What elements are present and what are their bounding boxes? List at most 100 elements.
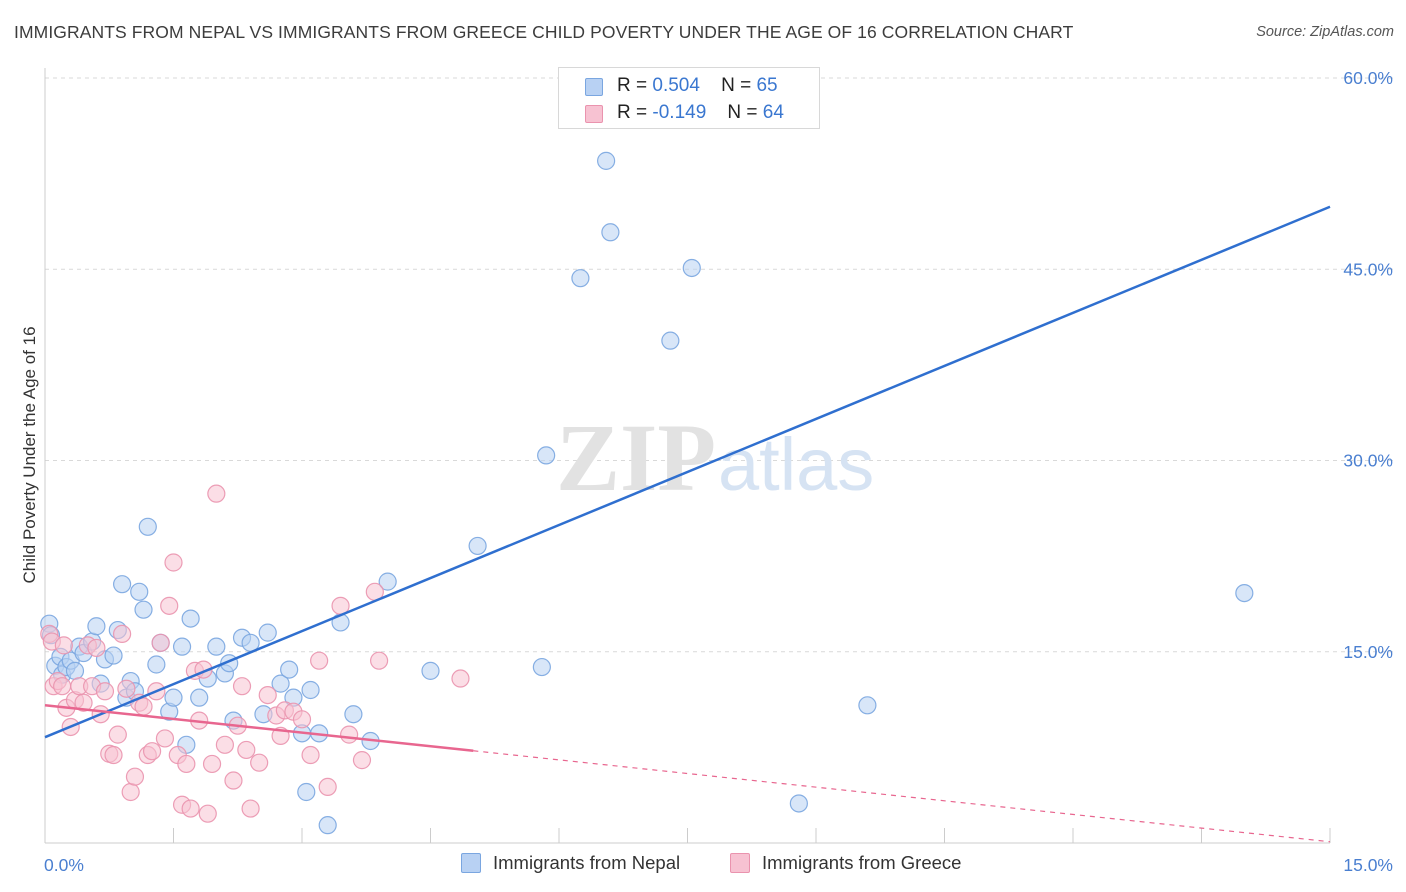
- nepal-point: [258, 623, 277, 642]
- nepal-point: [134, 600, 153, 619]
- tick-labels: 15.0% 30.0% 45.0% 60.0% 0.0% 15.0%: [44, 68, 1393, 875]
- nepal-point: [421, 661, 440, 680]
- greece-point: [224, 771, 243, 790]
- nepal-point: [65, 661, 85, 680]
- greece-point: [151, 633, 170, 652]
- greece-point: [142, 742, 162, 761]
- nepal-point: [344, 705, 363, 724]
- watermark-atlas: atlas: [718, 423, 874, 506]
- greece-point: [232, 677, 252, 696]
- y-tick-label: 60.0%: [1343, 68, 1393, 88]
- greece-point: [318, 777, 337, 797]
- zipatlas-watermark: ZIP atlas: [556, 404, 874, 511]
- greece-point: [340, 725, 359, 744]
- source-label: Source: ZipAtlas.com: [1256, 24, 1394, 40]
- greece-point: [202, 754, 222, 774]
- nepal-point: [280, 660, 299, 679]
- greece-n-label: N =: [727, 102, 758, 123]
- nepal-point: [318, 816, 337, 835]
- greece-point: [198, 804, 217, 823]
- greece-point: [160, 596, 179, 615]
- greece-point: [370, 651, 389, 670]
- nepal-point: [858, 696, 877, 715]
- correlation-legend: R = 0.504 N = 65 R = -0.149 N = 64: [558, 67, 820, 129]
- greece-point: [352, 751, 372, 770]
- greece-point: [258, 685, 277, 705]
- nepal-point: [271, 674, 290, 693]
- nepal-point: [104, 646, 123, 665]
- greece-point: [134, 697, 153, 716]
- nepal-point: [130, 582, 149, 601]
- nepal-point: [1235, 583, 1254, 603]
- y-tick-label: 15.0%: [1343, 642, 1393, 662]
- nepal-legend-label: Immigrants from Nepal: [493, 852, 681, 873]
- greece-point: [95, 682, 115, 701]
- axes: [44, 68, 1331, 844]
- greece-legend-label: Immigrants from Greece: [762, 852, 962, 873]
- nepal-point: [207, 637, 226, 656]
- greece-point: [117, 679, 136, 698]
- greece-point: [121, 782, 140, 802]
- greece-n-value: 64: [762, 102, 784, 123]
- greece-point: [451, 669, 470, 688]
- greece-point: [164, 553, 183, 572]
- nepal-n-value: 65: [756, 75, 778, 96]
- grid-lines: [45, 77, 1395, 653]
- nepal-point: [301, 680, 320, 700]
- greece-trend-line: [44, 704, 474, 753]
- nepal-point: [164, 688, 183, 707]
- nepal-point: [112, 575, 132, 594]
- nepal-r-value: 0.504: [652, 75, 700, 96]
- greece-point: [177, 754, 196, 774]
- greece-point: [108, 725, 127, 744]
- greece-point: [125, 767, 145, 786]
- nepal-point: [378, 572, 397, 591]
- greece-point: [215, 735, 234, 754]
- nepal-point: [532, 657, 551, 677]
- y-tick-label: 45.0%: [1343, 259, 1393, 279]
- trend-lines: [44, 205, 1331, 843]
- x-tick-label: 0.0%: [44, 855, 84, 875]
- chart-title: IMMIGRANTS FROM NEPAL VS IMMIGRANTS FROM…: [14, 22, 1074, 42]
- greece-point: [292, 710, 312, 729]
- y-tick-label: 30.0%: [1343, 451, 1393, 471]
- nepal-point: [87, 617, 106, 636]
- nepal-point: [537, 446, 556, 465]
- nepal-point: [789, 794, 808, 813]
- watermark-zip: ZIP: [556, 404, 716, 511]
- greece-point: [112, 624, 132, 644]
- nepal-point: [682, 258, 701, 278]
- nepal-point: [468, 536, 487, 556]
- nepal-point: [190, 688, 209, 707]
- greece-r-value: -0.149: [652, 102, 707, 123]
- greece-point: [54, 636, 73, 655]
- greece-point: [207, 484, 226, 503]
- greece-point: [155, 729, 175, 748]
- nepal-point: [181, 609, 200, 628]
- nepal-n-label: N =: [721, 75, 752, 96]
- nepal-point: [297, 782, 316, 802]
- greece-point: [181, 799, 200, 818]
- nepal-swatch: [585, 78, 603, 96]
- x-tick-label: 15.0%: [1343, 855, 1393, 875]
- greece-point: [301, 745, 320, 765]
- greece-point: [74, 693, 93, 712]
- nepal-point: [172, 637, 192, 656]
- nepal-legend-swatch: [461, 853, 481, 873]
- nepal-point: [147, 655, 166, 674]
- series-greece: [40, 484, 470, 823]
- greece-swatch: [585, 105, 603, 123]
- y-axis-label: Child Poverty Under the Age of 16: [20, 326, 39, 584]
- greece-point: [241, 799, 260, 818]
- nepal-trend-line: [44, 205, 1331, 739]
- greece-point: [250, 753, 269, 772]
- nepal-point: [601, 223, 620, 242]
- nepal-point: [571, 269, 590, 288]
- nepal-point: [138, 517, 157, 536]
- greece-r-label: R =: [617, 102, 648, 123]
- nepal-point: [661, 331, 680, 350]
- greece-trend-extension: [473, 750, 1331, 843]
- greece-point: [104, 745, 123, 765]
- nepal-point: [597, 151, 616, 170]
